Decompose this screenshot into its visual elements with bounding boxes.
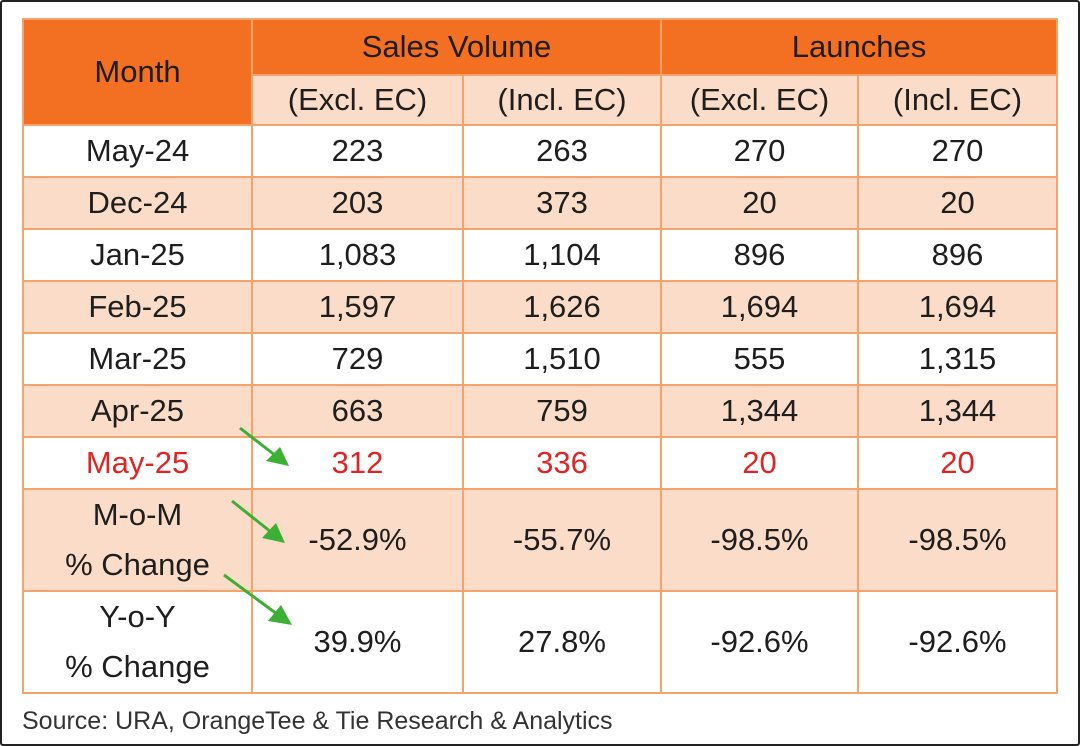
value-cell: 373 — [462, 176, 662, 230]
subheader-launches-excl: (Excl. EC) — [660, 74, 859, 126]
month-cell: Dec-24 — [22, 176, 253, 230]
value-cell: 20 — [856, 436, 1059, 490]
value-cell: 1,597 — [251, 280, 464, 334]
value-cell: 20 — [856, 176, 1059, 230]
value-cell: 1,083 — [251, 228, 464, 282]
yoy-change-row: Y-o-Y % Change 39.9% 27.8% -92.6% -92.6% — [22, 590, 1059, 694]
yoy-label-line2: % Change — [65, 649, 210, 684]
table-row: Jan-25 1,083 1,104 896 896 — [22, 228, 1059, 282]
value-cell: 270 — [856, 124, 1059, 178]
table-row: Apr-25 663 759 1,344 1,344 — [22, 384, 1059, 438]
change-cell: 39.9% — [251, 590, 464, 694]
header-row-sub: (Excl. EC) (Incl. EC) (Excl. EC) (Incl. … — [23, 74, 1059, 126]
value-cell: 270 — [660, 124, 859, 178]
change-cell: -98.5% — [660, 488, 859, 592]
value-cell: 1,344 — [856, 384, 1059, 438]
yoy-label-line1: Y-o-Y — [99, 599, 176, 634]
value-cell: 896 — [660, 228, 859, 282]
value-cell: 20 — [660, 176, 859, 230]
value-cell: 263 — [462, 124, 662, 178]
month-cell: May-25 — [22, 436, 253, 490]
change-cell: -92.6% — [856, 590, 1059, 694]
sales-volume-header: Sales Volume — [251, 18, 662, 76]
month-cell: Mar-25 — [22, 332, 253, 386]
value-cell: 1,626 — [462, 280, 662, 334]
launches-header: Launches — [659, 18, 1059, 76]
change-cell: 27.8% — [462, 590, 662, 694]
yoy-label: Y-o-Y % Change — [22, 590, 253, 694]
value-cell: 312 — [251, 436, 464, 490]
value-cell: 896 — [856, 228, 1059, 282]
value-cell: 1,510 — [462, 332, 662, 386]
month-cell: Feb-25 — [22, 280, 253, 334]
subheader-launches-incl: (Incl. EC) — [856, 74, 1059, 126]
change-cell: -55.7% — [462, 488, 662, 592]
change-cell: -98.5% — [856, 488, 1059, 592]
header-row-groups: Month Sales Volume Launches — [22, 18, 1059, 126]
change-cell: -52.9% — [251, 488, 464, 592]
month-cell: May-24 — [22, 124, 253, 178]
mom-change-row: M-o-M % Change -52.9% -55.7% -98.5% -98.… — [22, 488, 1059, 592]
source-note: Source: URA, OrangeTee & Tie Research & … — [22, 707, 613, 735]
value-cell: 223 — [251, 124, 464, 178]
value-cell: 663 — [251, 384, 464, 438]
value-cell: 203 — [251, 176, 464, 230]
month-cell: Jan-25 — [22, 228, 253, 282]
change-cell: -92.6% — [660, 590, 859, 694]
mom-label: M-o-M % Change — [22, 488, 253, 592]
value-cell: 336 — [462, 436, 662, 490]
subheader-sales-excl: (Excl. EC) — [251, 74, 464, 126]
value-cell: 555 — [660, 332, 859, 386]
month-header: Month — [22, 18, 253, 126]
table-row-highlighted: May-25 312 336 20 20 — [22, 436, 1059, 490]
table-row: Feb-25 1,597 1,626 1,694 1,694 — [22, 280, 1059, 334]
table-row: Mar-25 729 1,510 555 1,315 — [22, 332, 1059, 386]
value-cell: 1,694 — [660, 280, 859, 334]
value-cell: 1,694 — [856, 280, 1059, 334]
mom-label-line1: M-o-M — [92, 497, 183, 532]
value-cell: 759 — [462, 384, 662, 438]
value-cell: 1,344 — [660, 384, 859, 438]
sales-launches-table: Month Sales Volume Launches (Excl. EC) (… — [22, 18, 1059, 694]
value-cell: 20 — [660, 436, 859, 490]
value-cell: 1,104 — [462, 228, 662, 282]
value-cell: 729 — [251, 332, 464, 386]
mom-label-line2: % Change — [65, 547, 210, 582]
table-row: May-24 223 263 270 270 — [22, 124, 1059, 178]
month-cell: Apr-25 — [22, 384, 253, 438]
subheader-sales-incl: (Incl. EC) — [462, 74, 662, 126]
table-row: Dec-24 203 373 20 20 — [22, 176, 1059, 230]
value-cell: 1,315 — [856, 332, 1059, 386]
